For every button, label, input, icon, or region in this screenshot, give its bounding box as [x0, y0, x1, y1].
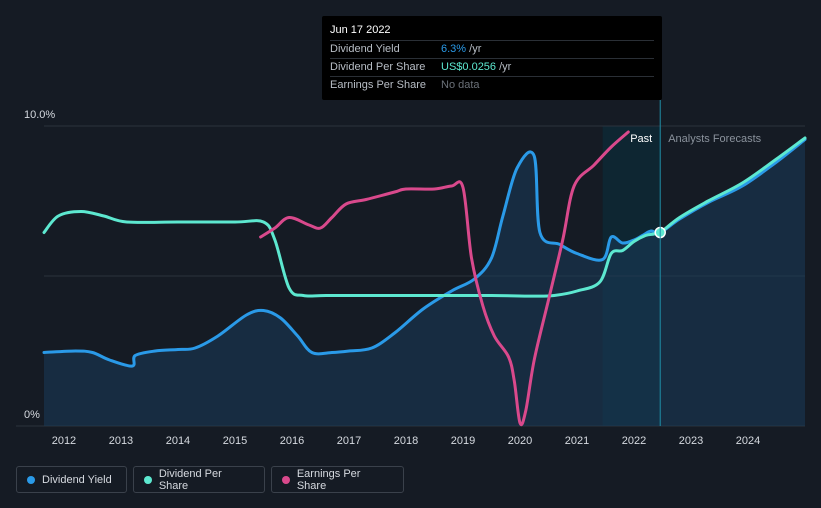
x-tick-label: 2014: [166, 435, 190, 447]
y-tick-label: 10.0%: [24, 109, 55, 121]
y-tick-label: 0%: [24, 409, 40, 421]
legend-dividend-per-share[interactable]: Dividend Per Share: [133, 466, 265, 493]
x-tick-label: 2018: [394, 435, 418, 447]
legend-label: Earnings Per Share: [296, 467, 361, 492]
tooltip-label: Dividend Yield: [330, 43, 400, 55]
tooltip-label: Earnings Per Share: [330, 79, 426, 91]
tooltip-row-dividend-per-share: Dividend Per Share US$0.0256 /yr: [330, 58, 654, 77]
tooltip-value-number: 6.3%: [441, 43, 467, 55]
x-tick-label: 2012: [52, 435, 76, 447]
x-tick-label: 2022: [622, 435, 646, 447]
tooltip-value-number: No data: [441, 79, 480, 91]
x-tick-label: 2017: [337, 435, 361, 447]
earnings-per-share-line: [259, 130, 630, 427]
tooltip-value-number: US$0.0256: [441, 61, 497, 73]
tooltip: Jun 17 2022 Dividend Yield 6.3% /yr Divi…: [322, 16, 662, 100]
x-tick-label: 2024: [736, 435, 760, 447]
dividend-yield-area: [44, 139, 805, 426]
legend-dot-icon: [144, 475, 152, 484]
tooltip-row-earnings-per-share: Earnings Per Share No data: [330, 76, 654, 95]
x-tick-label: 2016: [280, 435, 304, 447]
forecast-label: Analysts Forecasts: [668, 133, 761, 145]
x-tick-label: 2015: [223, 435, 247, 447]
legend-label: Dividend Yield: [42, 473, 112, 486]
legend-dividend-yield[interactable]: Dividend Yield: [16, 466, 127, 493]
tooltip-value: No data: [441, 79, 480, 91]
x-tick-label: 2019: [451, 435, 475, 447]
tooltip-unit: /yr: [496, 61, 512, 73]
tooltip-unit: /yr: [466, 43, 482, 55]
tooltip-row-dividend-yield: Dividend Yield 6.3% /yr: [330, 40, 654, 59]
x-tick-label: 2023: [679, 435, 703, 447]
legend-earnings-per-share[interactable]: Earnings Per Share: [271, 466, 404, 493]
x-tick-label: 2021: [565, 435, 589, 447]
legend-dot-icon: [282, 475, 290, 484]
tooltip-label: Dividend Per Share: [330, 61, 426, 73]
legend-dot-icon: [27, 475, 35, 484]
tooltip-value: 6.3% /yr: [441, 43, 481, 55]
past-label: Past: [630, 133, 652, 145]
tooltip-date: Jun 17 2022: [330, 24, 391, 36]
x-tick-label: 2013: [109, 435, 133, 447]
legend-label: Dividend Per Share: [158, 467, 222, 492]
x-tick-label: 2020: [508, 435, 532, 447]
tooltip-value: US$0.0256 /yr: [441, 61, 511, 73]
